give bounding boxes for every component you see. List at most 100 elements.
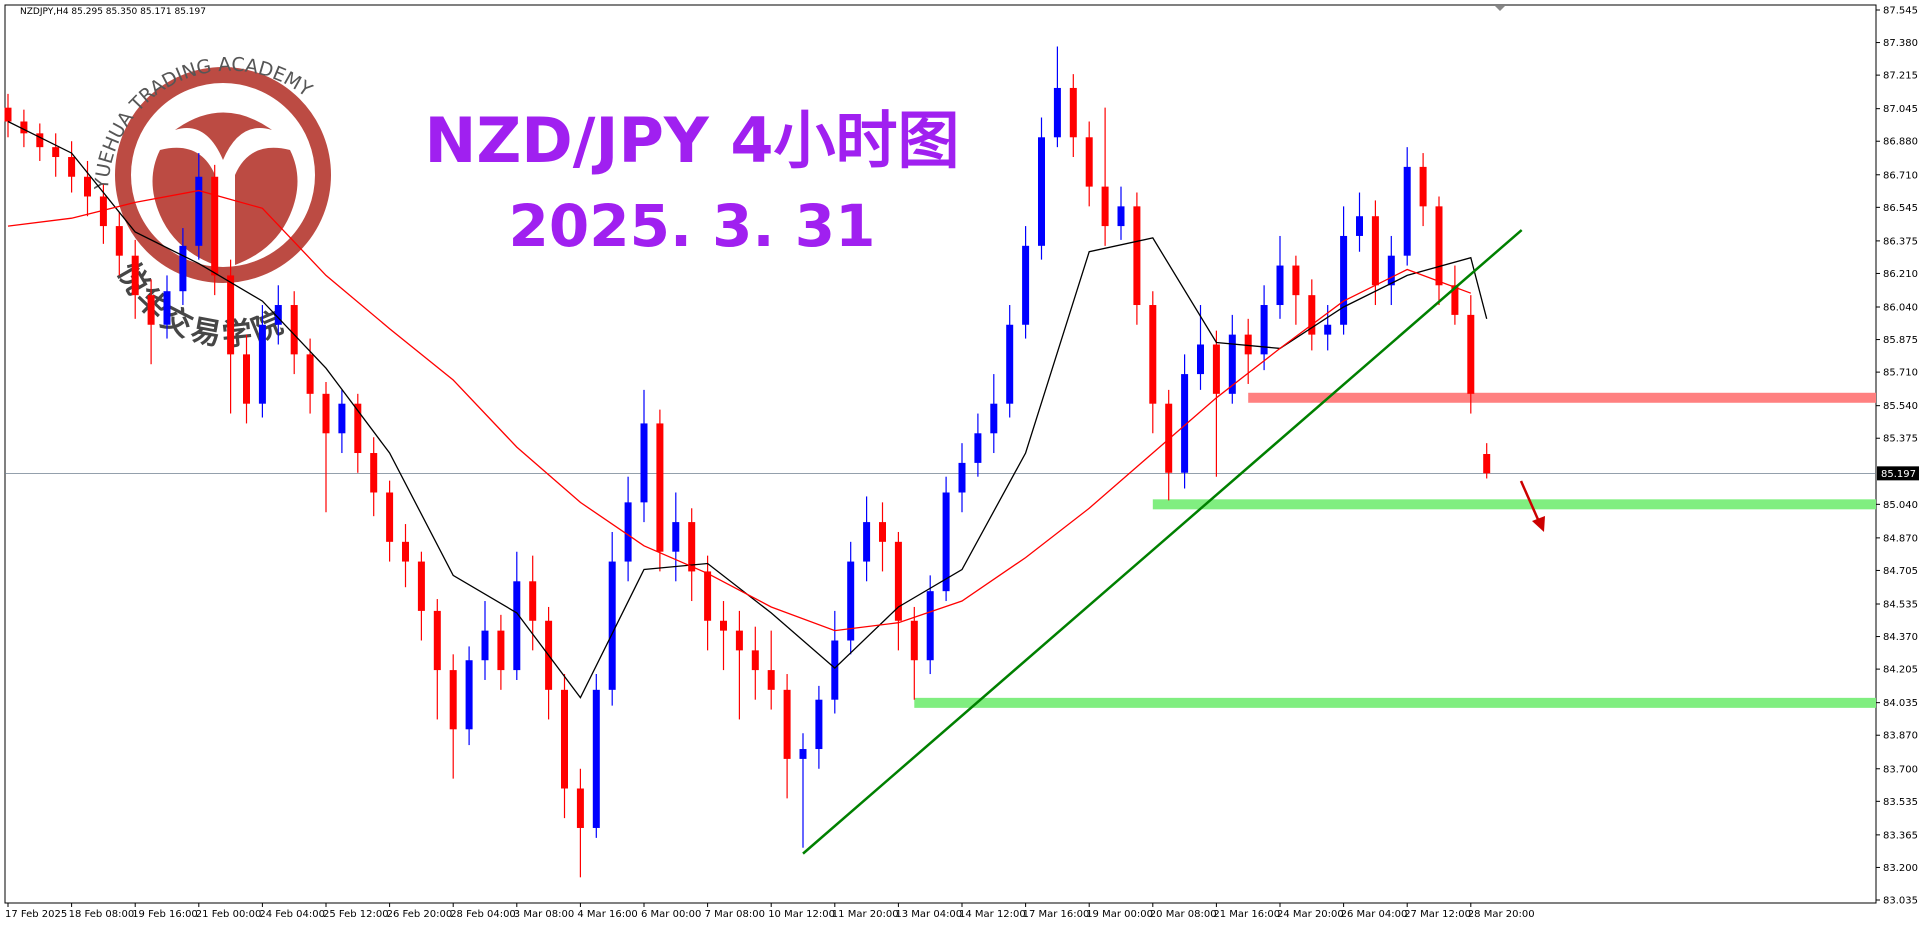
candle-body xyxy=(847,561,855,641)
current-price-label: 85.197 xyxy=(1881,469,1916,480)
x-tick-label: 3 Mar 08:00 xyxy=(514,909,574,920)
candle-body xyxy=(1451,285,1459,315)
candle-body xyxy=(799,749,807,759)
candle-body xyxy=(163,291,171,325)
candle-body xyxy=(1467,314,1475,394)
y-tick-label: 86.545 xyxy=(1883,203,1918,214)
candle-body xyxy=(688,522,696,572)
candle-body xyxy=(926,591,934,661)
candle-body xyxy=(52,147,60,158)
candle-body xyxy=(815,699,823,750)
candle-body xyxy=(449,670,457,730)
candle-body xyxy=(1356,216,1363,236)
candle-body xyxy=(354,403,362,454)
y-tick-label: 84.535 xyxy=(1883,599,1918,610)
x-tick-label: 26 Feb 20:00 xyxy=(387,909,453,920)
chart-title: NZD/JPY 4小时图 xyxy=(424,104,959,177)
x-tick-label: 26 Mar 04:00 xyxy=(1341,909,1408,920)
candle-body xyxy=(894,541,902,621)
x-tick-label: 10 Mar 12:00 xyxy=(768,909,835,920)
y-tick-label: 83.200 xyxy=(1883,863,1918,874)
y-tick-label: 84.035 xyxy=(1883,698,1918,709)
candle-body xyxy=(131,255,139,296)
x-tick-label: 4 Mar 16:00 xyxy=(577,909,637,920)
candle-body xyxy=(1085,137,1093,187)
y-tick-label: 83.870 xyxy=(1883,731,1918,742)
candle-body xyxy=(1165,403,1173,473)
candle-body xyxy=(1292,265,1300,296)
candle-body xyxy=(1340,235,1348,325)
candle-body xyxy=(1101,186,1109,227)
candle-body xyxy=(84,176,91,197)
candle-body xyxy=(1069,87,1077,138)
x-tick-label: 14 Mar 12:00 xyxy=(959,909,1026,920)
candle-body xyxy=(767,670,775,690)
x-tick-label: 21 Feb 00:00 xyxy=(196,909,262,920)
candle-body xyxy=(306,354,314,394)
y-tick-label: 85.540 xyxy=(1883,401,1918,412)
level-zone xyxy=(914,697,1876,708)
candle-body xyxy=(990,403,998,434)
arrow-shaft xyxy=(1519,480,1542,525)
candle-body xyxy=(481,630,489,661)
level-zone xyxy=(1248,392,1876,403)
candle-body xyxy=(497,630,505,671)
candle-body xyxy=(1228,334,1236,394)
candle-body xyxy=(1053,87,1061,138)
candle-body xyxy=(179,245,187,292)
candle-body xyxy=(258,324,266,404)
candle-body xyxy=(147,295,155,325)
candle-body xyxy=(1038,137,1045,246)
candle-body xyxy=(1149,305,1157,404)
y-tick-label: 83.700 xyxy=(1883,764,1918,775)
x-tick-label: 17 Feb 2025 xyxy=(5,909,67,920)
candle-body xyxy=(211,176,219,276)
candle-body xyxy=(1387,255,1395,286)
y-tick-label: 86.210 xyxy=(1883,269,1918,280)
candle-body xyxy=(1260,305,1268,355)
y-tick-label: 87.545 xyxy=(1883,6,1918,17)
candle-body xyxy=(36,133,44,148)
shift-marker xyxy=(1495,6,1505,11)
x-tick-label: 11 Mar 20:00 xyxy=(832,909,899,920)
candle-body xyxy=(386,492,394,542)
candle-body xyxy=(863,522,871,562)
candle-body xyxy=(974,433,982,463)
candle-body xyxy=(879,522,886,542)
candle-body xyxy=(592,689,600,828)
candle-body xyxy=(1308,295,1316,335)
symbol-header: NZDJPY,H4 85.295 85.350 85.171 85.197 xyxy=(20,7,206,17)
candle-body xyxy=(370,453,378,493)
candle-body xyxy=(656,423,664,552)
candle-body xyxy=(290,305,298,355)
candle-body xyxy=(831,640,839,700)
candle-body xyxy=(4,107,12,122)
x-tick-label: 20 Mar 08:00 xyxy=(1150,909,1217,920)
x-tick-label: 19 Feb 16:00 xyxy=(132,909,198,920)
candle-body xyxy=(672,522,680,552)
candle-body xyxy=(1006,324,1014,404)
candle-body xyxy=(1276,265,1284,306)
y-tick-label: 86.040 xyxy=(1883,302,1918,313)
candle-body xyxy=(1197,344,1204,375)
chart-subtitle: 2025. 3. 31 xyxy=(509,192,876,260)
plot-frame xyxy=(4,4,1877,904)
current-price-box xyxy=(1877,466,1919,481)
y-tick-label: 87.045 xyxy=(1883,104,1918,115)
y-tick-label: 86.375 xyxy=(1883,236,1918,247)
candle-body xyxy=(1371,216,1379,286)
candle-body xyxy=(1181,374,1189,473)
candle-body xyxy=(402,541,409,562)
candle-body xyxy=(274,305,282,325)
candle-body xyxy=(640,423,648,503)
candle-body xyxy=(433,610,441,671)
candle-body xyxy=(1324,324,1332,335)
x-tick-label: 17 Mar 16:00 xyxy=(1023,909,1090,920)
candle-body xyxy=(243,354,250,404)
candle-body xyxy=(624,502,632,562)
candle-body xyxy=(1435,206,1443,286)
trendline xyxy=(802,229,1523,855)
candle-body xyxy=(608,561,616,690)
candle-body xyxy=(338,403,346,434)
